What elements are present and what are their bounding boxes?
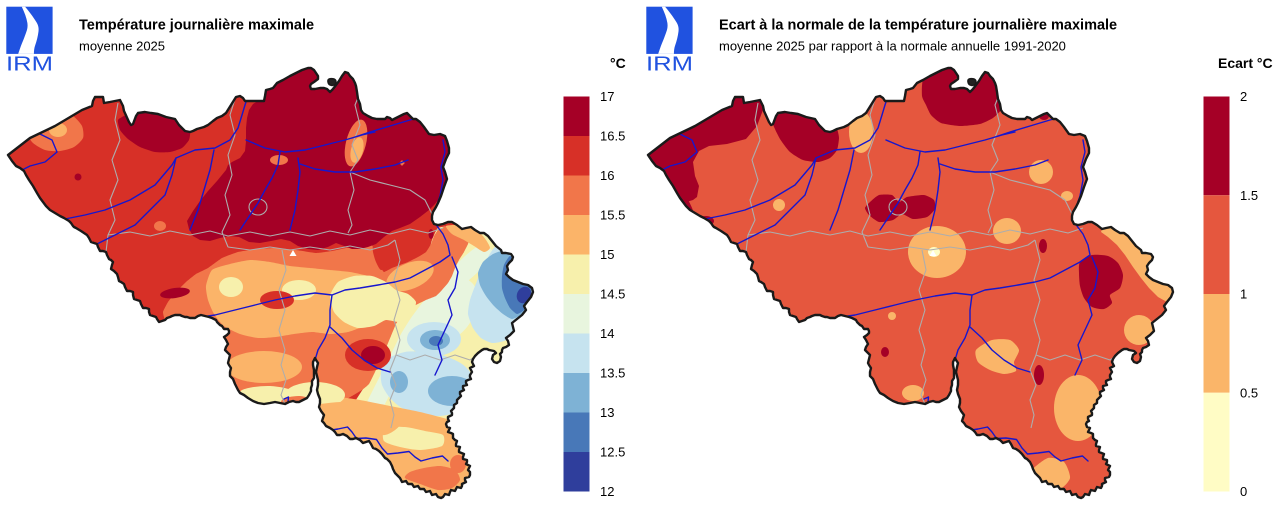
svg-text:14: 14 (600, 326, 614, 341)
svg-text:1.5: 1.5 (1240, 188, 1258, 203)
svg-text:0: 0 (1240, 484, 1247, 499)
svg-text:16: 16 (600, 168, 614, 183)
svg-text:1: 1 (1240, 287, 1247, 302)
svg-text:12.5: 12.5 (600, 445, 625, 460)
svg-text:15: 15 (600, 247, 614, 262)
svg-text:17: 17 (600, 89, 614, 104)
svg-text:14.5: 14.5 (600, 287, 625, 302)
svg-text:IRM: IRM (646, 53, 693, 76)
svg-text:IRM: IRM (6, 53, 53, 76)
svg-text:16.5: 16.5 (600, 129, 625, 144)
svg-text:15.5: 15.5 (600, 208, 625, 223)
svg-text:2: 2 (1240, 89, 1247, 104)
svg-text:moyenne 2025 par rapport à la: moyenne 2025 par rapport à la normale an… (719, 39, 1066, 54)
svg-text:Ecart °C: Ecart °C (1218, 55, 1273, 71)
svg-text:13: 13 (600, 405, 614, 420)
svg-text:Ecart à la normale de la tempé: Ecart à la normale de la température jou… (719, 18, 1117, 34)
svg-text:13.5: 13.5 (600, 366, 625, 381)
svg-text:°C: °C (610, 55, 626, 71)
svg-text:Température journalière maxima: Température journalière maximale (79, 18, 314, 34)
svg-text:moyenne 2025: moyenne 2025 (79, 39, 165, 54)
svg-text:12: 12 (600, 484, 614, 499)
svg-text:0.5: 0.5 (1240, 385, 1258, 400)
